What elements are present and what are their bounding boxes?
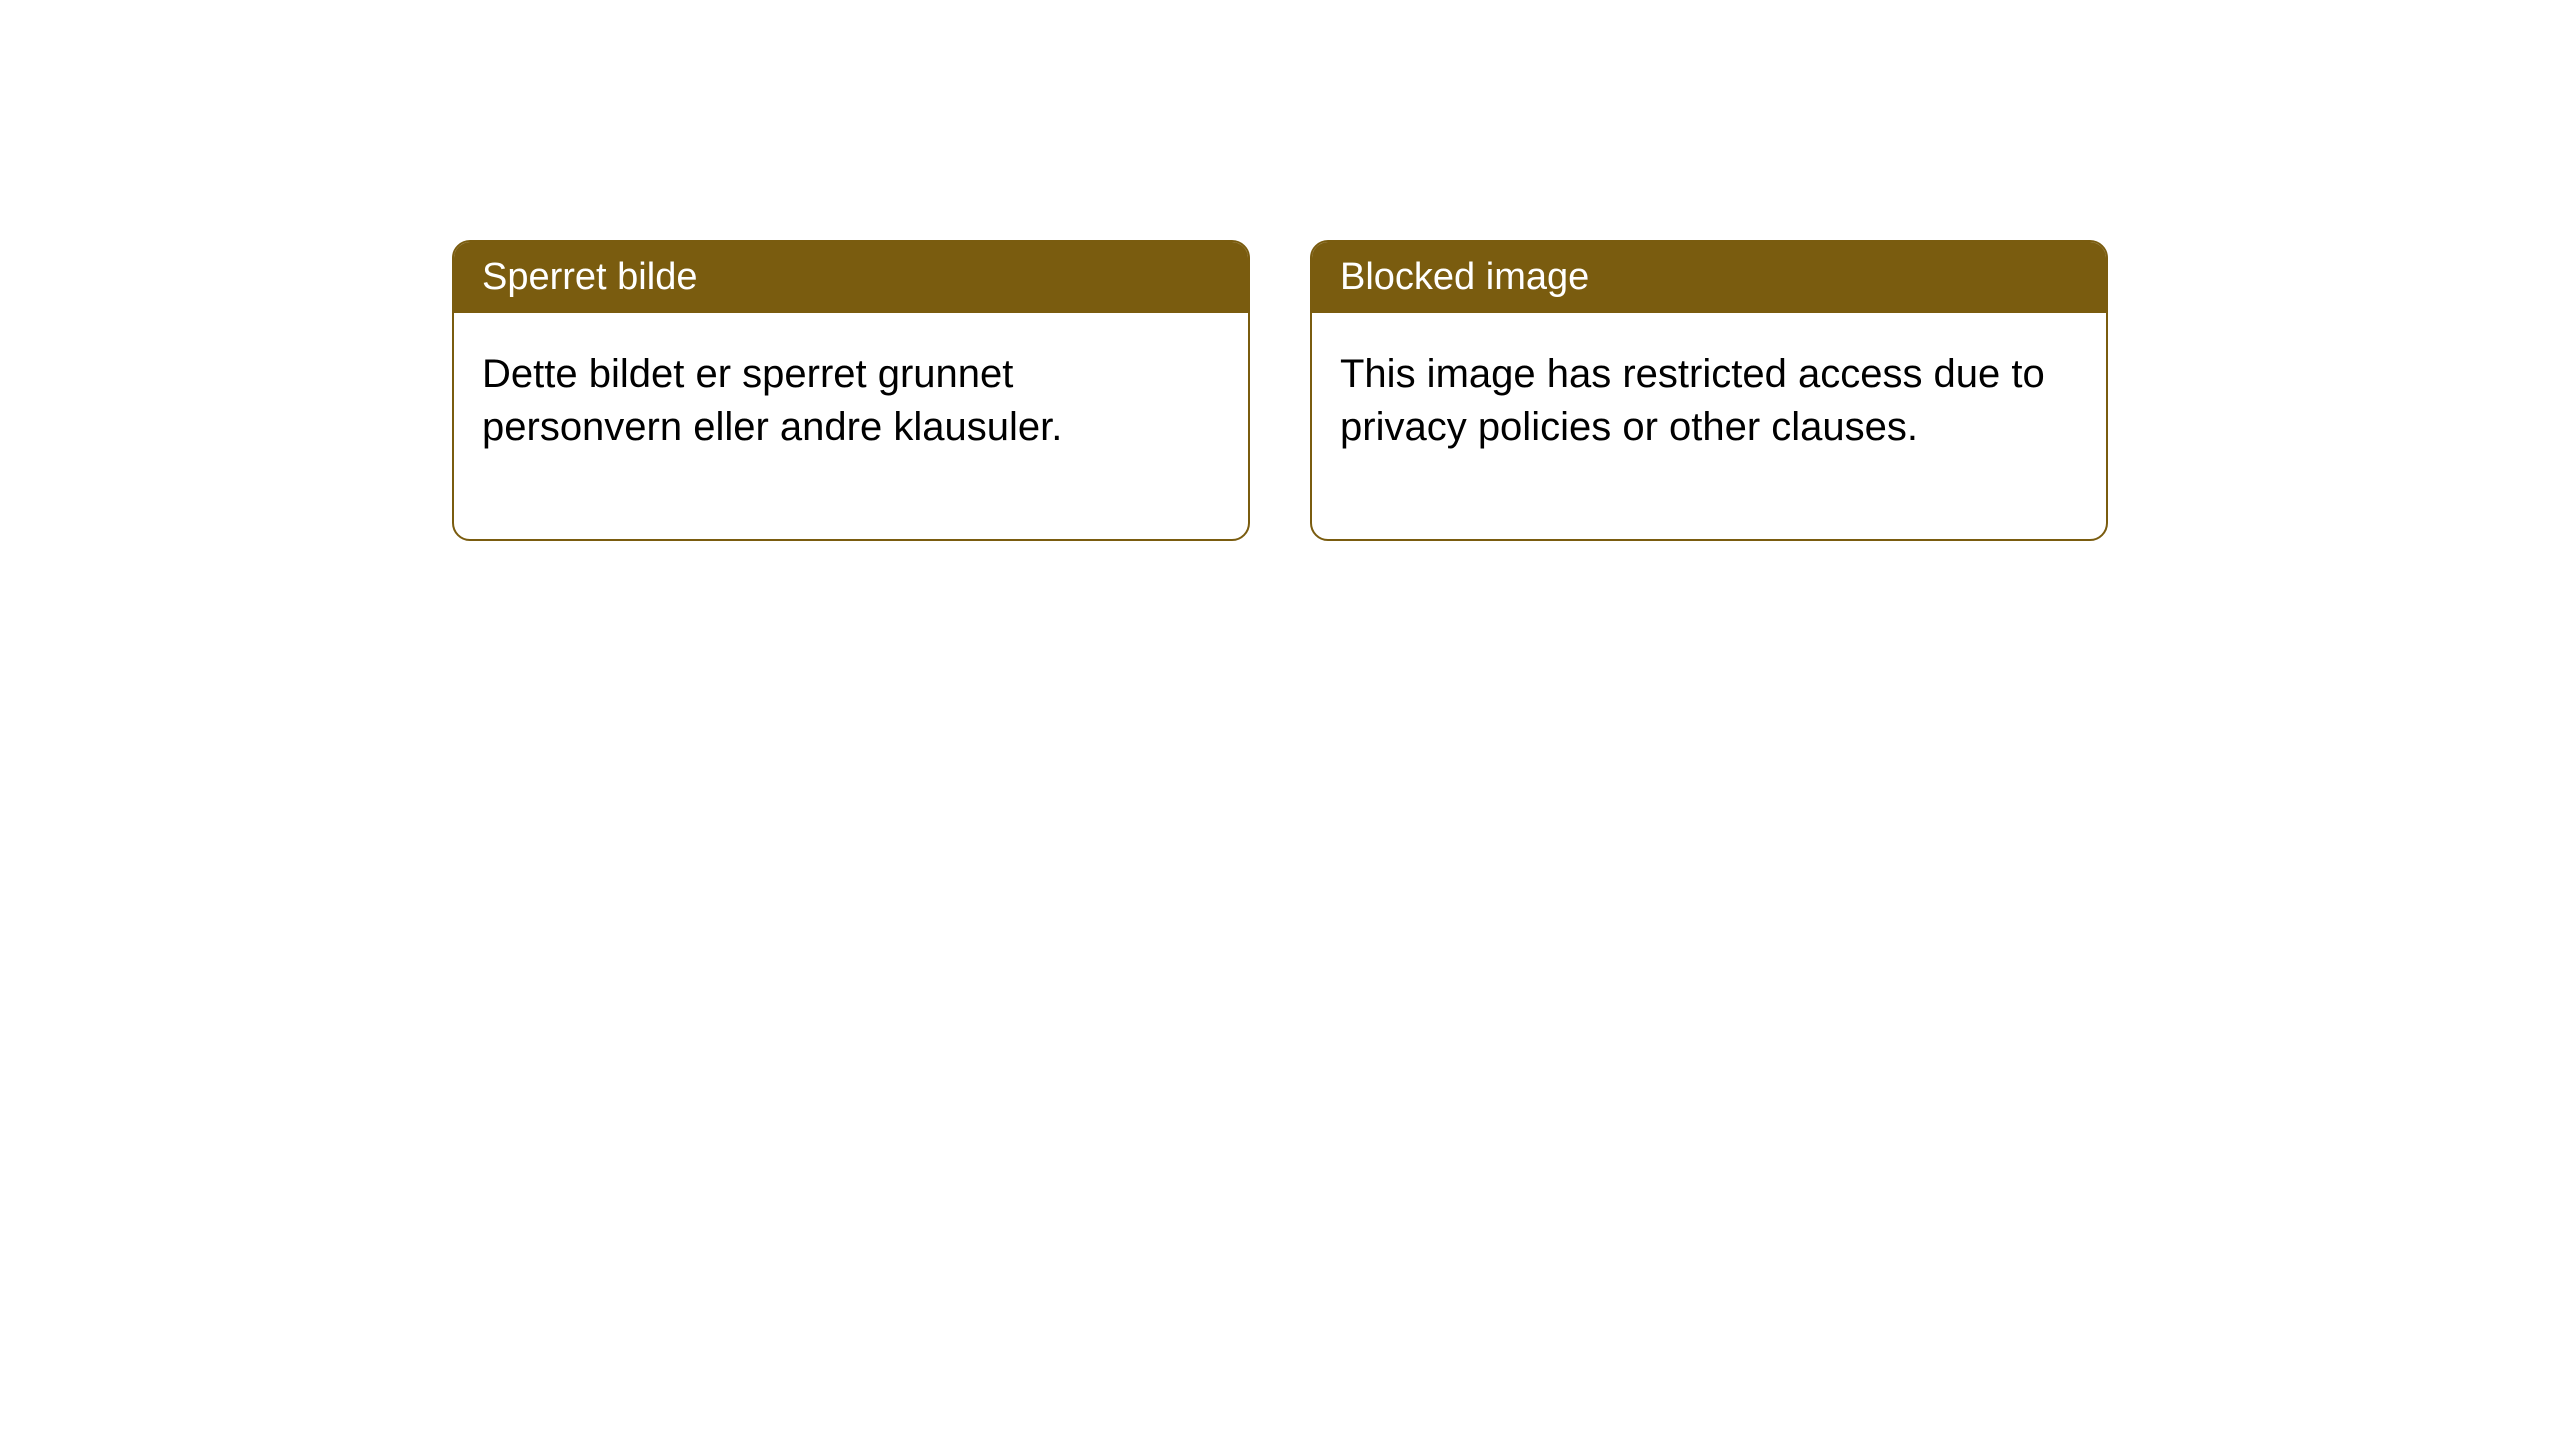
notice-body-text: This image has restricted access due to … xyxy=(1340,352,2045,449)
notice-body: This image has restricted access due to … xyxy=(1312,313,2106,539)
notice-title: Blocked image xyxy=(1340,256,1589,298)
notice-box-english: Blocked image This image has restricted … xyxy=(1310,240,2108,541)
notice-body: Dette bildet er sperret grunnet personve… xyxy=(454,313,1248,539)
notice-header: Blocked image xyxy=(1312,242,2106,313)
notice-box-norwegian: Sperret bilde Dette bildet er sperret gr… xyxy=(452,240,1250,541)
notice-container: Sperret bilde Dette bildet er sperret gr… xyxy=(452,240,2108,541)
notice-title: Sperret bilde xyxy=(482,256,697,298)
notice-header: Sperret bilde xyxy=(454,242,1248,313)
notice-body-text: Dette bildet er sperret grunnet personve… xyxy=(482,352,1062,449)
